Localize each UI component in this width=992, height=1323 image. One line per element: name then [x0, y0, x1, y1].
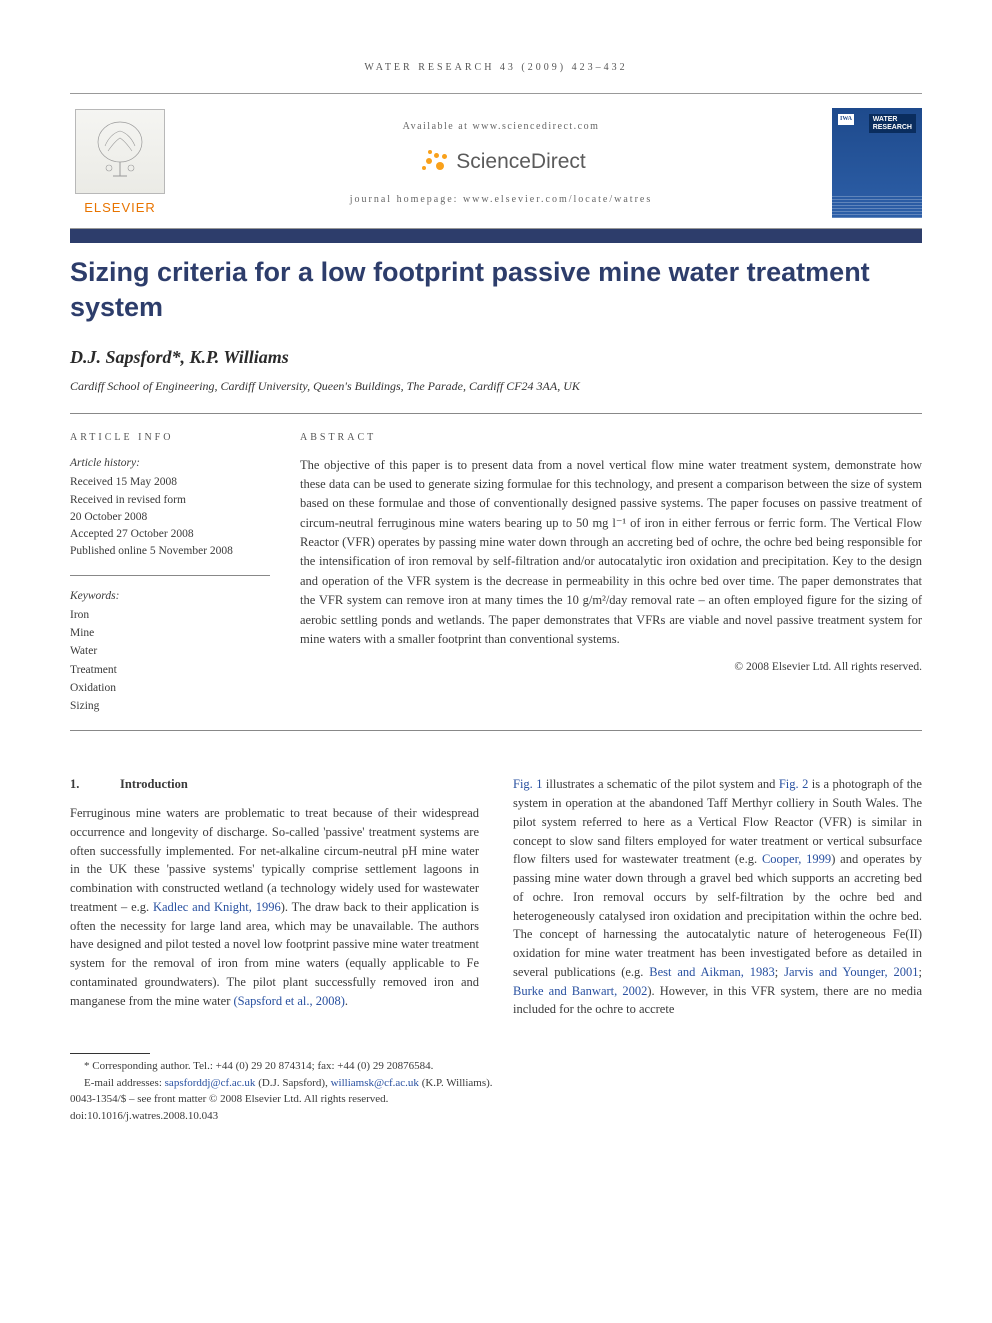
section-number: 1. [70, 775, 120, 794]
iwa-badge: IWA [838, 114, 854, 125]
section-heading: 1.Introduction [70, 775, 479, 794]
journal-cover-thumbnail: IWA WATER RESEARCH [832, 108, 922, 218]
history-label: Article history: [70, 455, 270, 472]
keywords-list: Iron Mine Water Treatment Oxidation Sizi… [70, 607, 270, 716]
body-right-column: Fig. 1 illustrates a schematic of the pi… [513, 775, 922, 1019]
abstract-heading: ABSTRACT [300, 430, 922, 446]
title-color-bar [70, 229, 922, 243]
doi-line: doi:10.1016/j.watres.2008.10.043 [70, 1108, 922, 1125]
citation-link[interactable]: Burke and Banwart, 2002 [513, 984, 647, 998]
article-history-block: Article history: Received 15 May 2008 Re… [70, 455, 270, 561]
figure-link[interactable]: Fig. 1 [513, 777, 542, 791]
citation-link[interactable]: Kadlec and Knight, 1996 [153, 900, 281, 914]
sd-dots-icon [416, 150, 450, 174]
cover-stripes [832, 194, 922, 218]
citation-link[interactable]: (Sapsford et al., 2008) [233, 994, 344, 1008]
authors-line: D.J. Sapsford*, K.P. Williams [70, 344, 922, 371]
section-title: Introduction [120, 777, 188, 791]
citation-link[interactable]: Cooper, 1999 [762, 852, 831, 866]
body-two-column: 1.Introduction Ferruginous mine waters a… [70, 775, 922, 1019]
footnote-rule [70, 1053, 150, 1054]
keyword-item: Oxidation [70, 680, 270, 697]
elsevier-wordmark: ELSEVIER [84, 198, 156, 218]
received-line: Received 15 May 2008 [70, 474, 270, 491]
keyword-item: Sizing [70, 698, 270, 715]
journal-homepage-text: journal homepage: www.elsevier.com/locat… [188, 192, 814, 207]
sciencedirect-logo: ScienceDirect [416, 146, 586, 178]
published-line: Published online 5 November 2008 [70, 543, 270, 560]
keyword-item: Treatment [70, 662, 270, 679]
intro-paragraph-1: Ferruginous mine waters are problematic … [70, 804, 479, 1010]
article-info-heading: ARTICLE INFO [70, 430, 270, 445]
figure-link[interactable]: Fig. 2 [779, 777, 808, 791]
citation-link[interactable]: Jarvis and Younger, 2001 [784, 965, 918, 979]
issn-line: 0043-1354/$ – see front matter © 2008 El… [70, 1091, 922, 1108]
meta-abstract-row: ARTICLE INFO Article history: Received 1… [70, 414, 922, 730]
accepted-line: Accepted 27 October 2008 [70, 526, 270, 543]
running-header: WATER RESEARCH 43 (2009) 423–432 [70, 60, 922, 75]
intro-paragraph-2: Fig. 1 illustrates a schematic of the pi… [513, 775, 922, 1019]
email-link[interactable]: williamsk@cf.ac.uk [331, 1077, 419, 1089]
sd-wordmark: ScienceDirect [456, 146, 586, 178]
divider-bottom [70, 730, 922, 731]
cover-title-badge: WATER RESEARCH [869, 114, 916, 133]
email-link[interactable]: sapsforddj@cf.ac.uk [165, 1077, 256, 1089]
header-center: Available at www.sciencedirect.com Scien… [188, 119, 814, 207]
keyword-item: Mine [70, 625, 270, 642]
revised-date-line: 20 October 2008 [70, 509, 270, 526]
journal-header-box: ELSEVIER Available at www.sciencedirect.… [70, 93, 922, 229]
emails-line: E-mail addresses: sapsforddj@cf.ac.uk (D… [70, 1075, 922, 1092]
paper-title: Sizing criteria for a low footprint pass… [70, 243, 922, 344]
elsevier-logo: ELSEVIER [70, 108, 170, 218]
body-left-column: 1.Introduction Ferruginous mine waters a… [70, 775, 479, 1019]
corresponding-author-line: * Corresponding author. Tel.: +44 (0) 29… [70, 1058, 922, 1075]
affiliation-line: Cardiff School of Engineering, Cardiff U… [70, 377, 922, 395]
keyword-item: Water [70, 643, 270, 660]
revised-line: Received in revised form [70, 492, 270, 509]
available-at-text: Available at www.sciencedirect.com [188, 119, 814, 134]
abstract-copyright: © 2008 Elsevier Ltd. All rights reserved… [300, 659, 922, 677]
meta-divider [70, 575, 270, 576]
elsevier-tree-image [75, 109, 165, 194]
citation-link[interactable]: Best and Aikman, 1983 [649, 965, 775, 979]
abstract-column: ABSTRACT The objective of this paper is … [300, 430, 922, 716]
article-info-column: ARTICLE INFO Article history: Received 1… [70, 430, 270, 716]
keyword-item: Iron [70, 607, 270, 624]
keywords-label: Keywords: [70, 588, 270, 605]
footnotes-block: * Corresponding author. Tel.: +44 (0) 29… [70, 1047, 922, 1124]
abstract-text: The objective of this paper is to presen… [300, 456, 922, 650]
